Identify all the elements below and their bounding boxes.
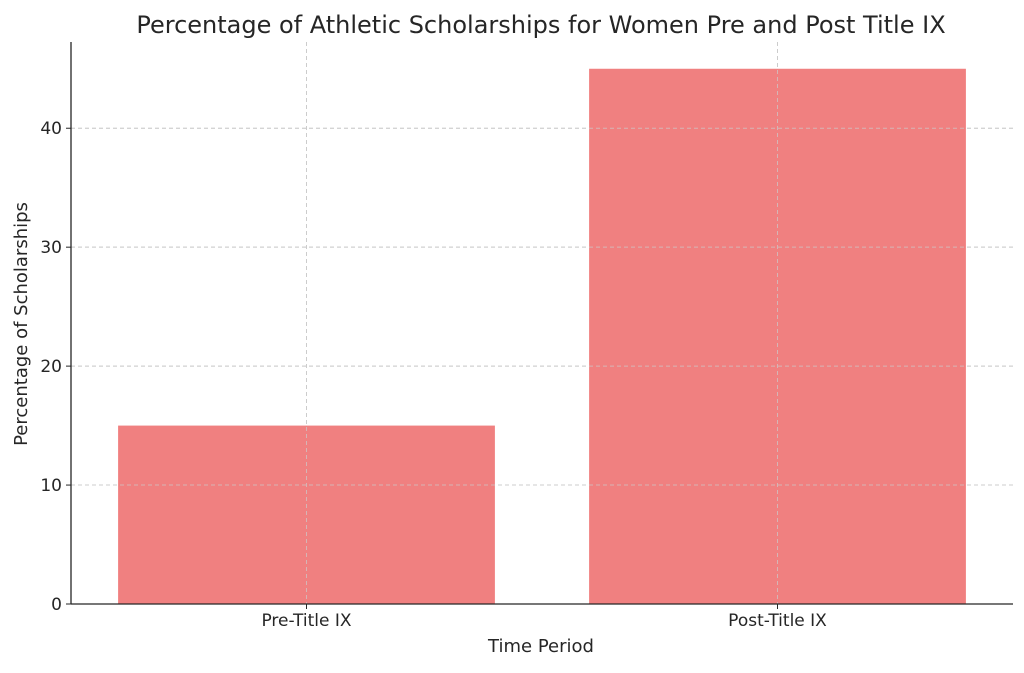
y-axis-label: Percentage of Scholarships (11, 202, 32, 446)
y-tick-label: 0 (51, 595, 62, 615)
x-tick-label: Post-Title IX (728, 611, 827, 631)
y-tick-label: 40 (40, 119, 62, 139)
chart-title: Percentage of Athletic Scholarships for … (136, 11, 945, 39)
bars (118, 68, 966, 604)
axes (66, 42, 1013, 609)
x-axis-label: Time Period (487, 636, 594, 657)
tick-labels: 0 10 20 30 40 Pre-Title IX Post-Title IX (40, 119, 827, 631)
y-tick-label: 20 (40, 357, 62, 377)
y-tick-label: 30 (40, 238, 62, 258)
y-tick-label: 10 (40, 476, 62, 496)
x-tick-label: Pre-Title IX (261, 611, 351, 631)
